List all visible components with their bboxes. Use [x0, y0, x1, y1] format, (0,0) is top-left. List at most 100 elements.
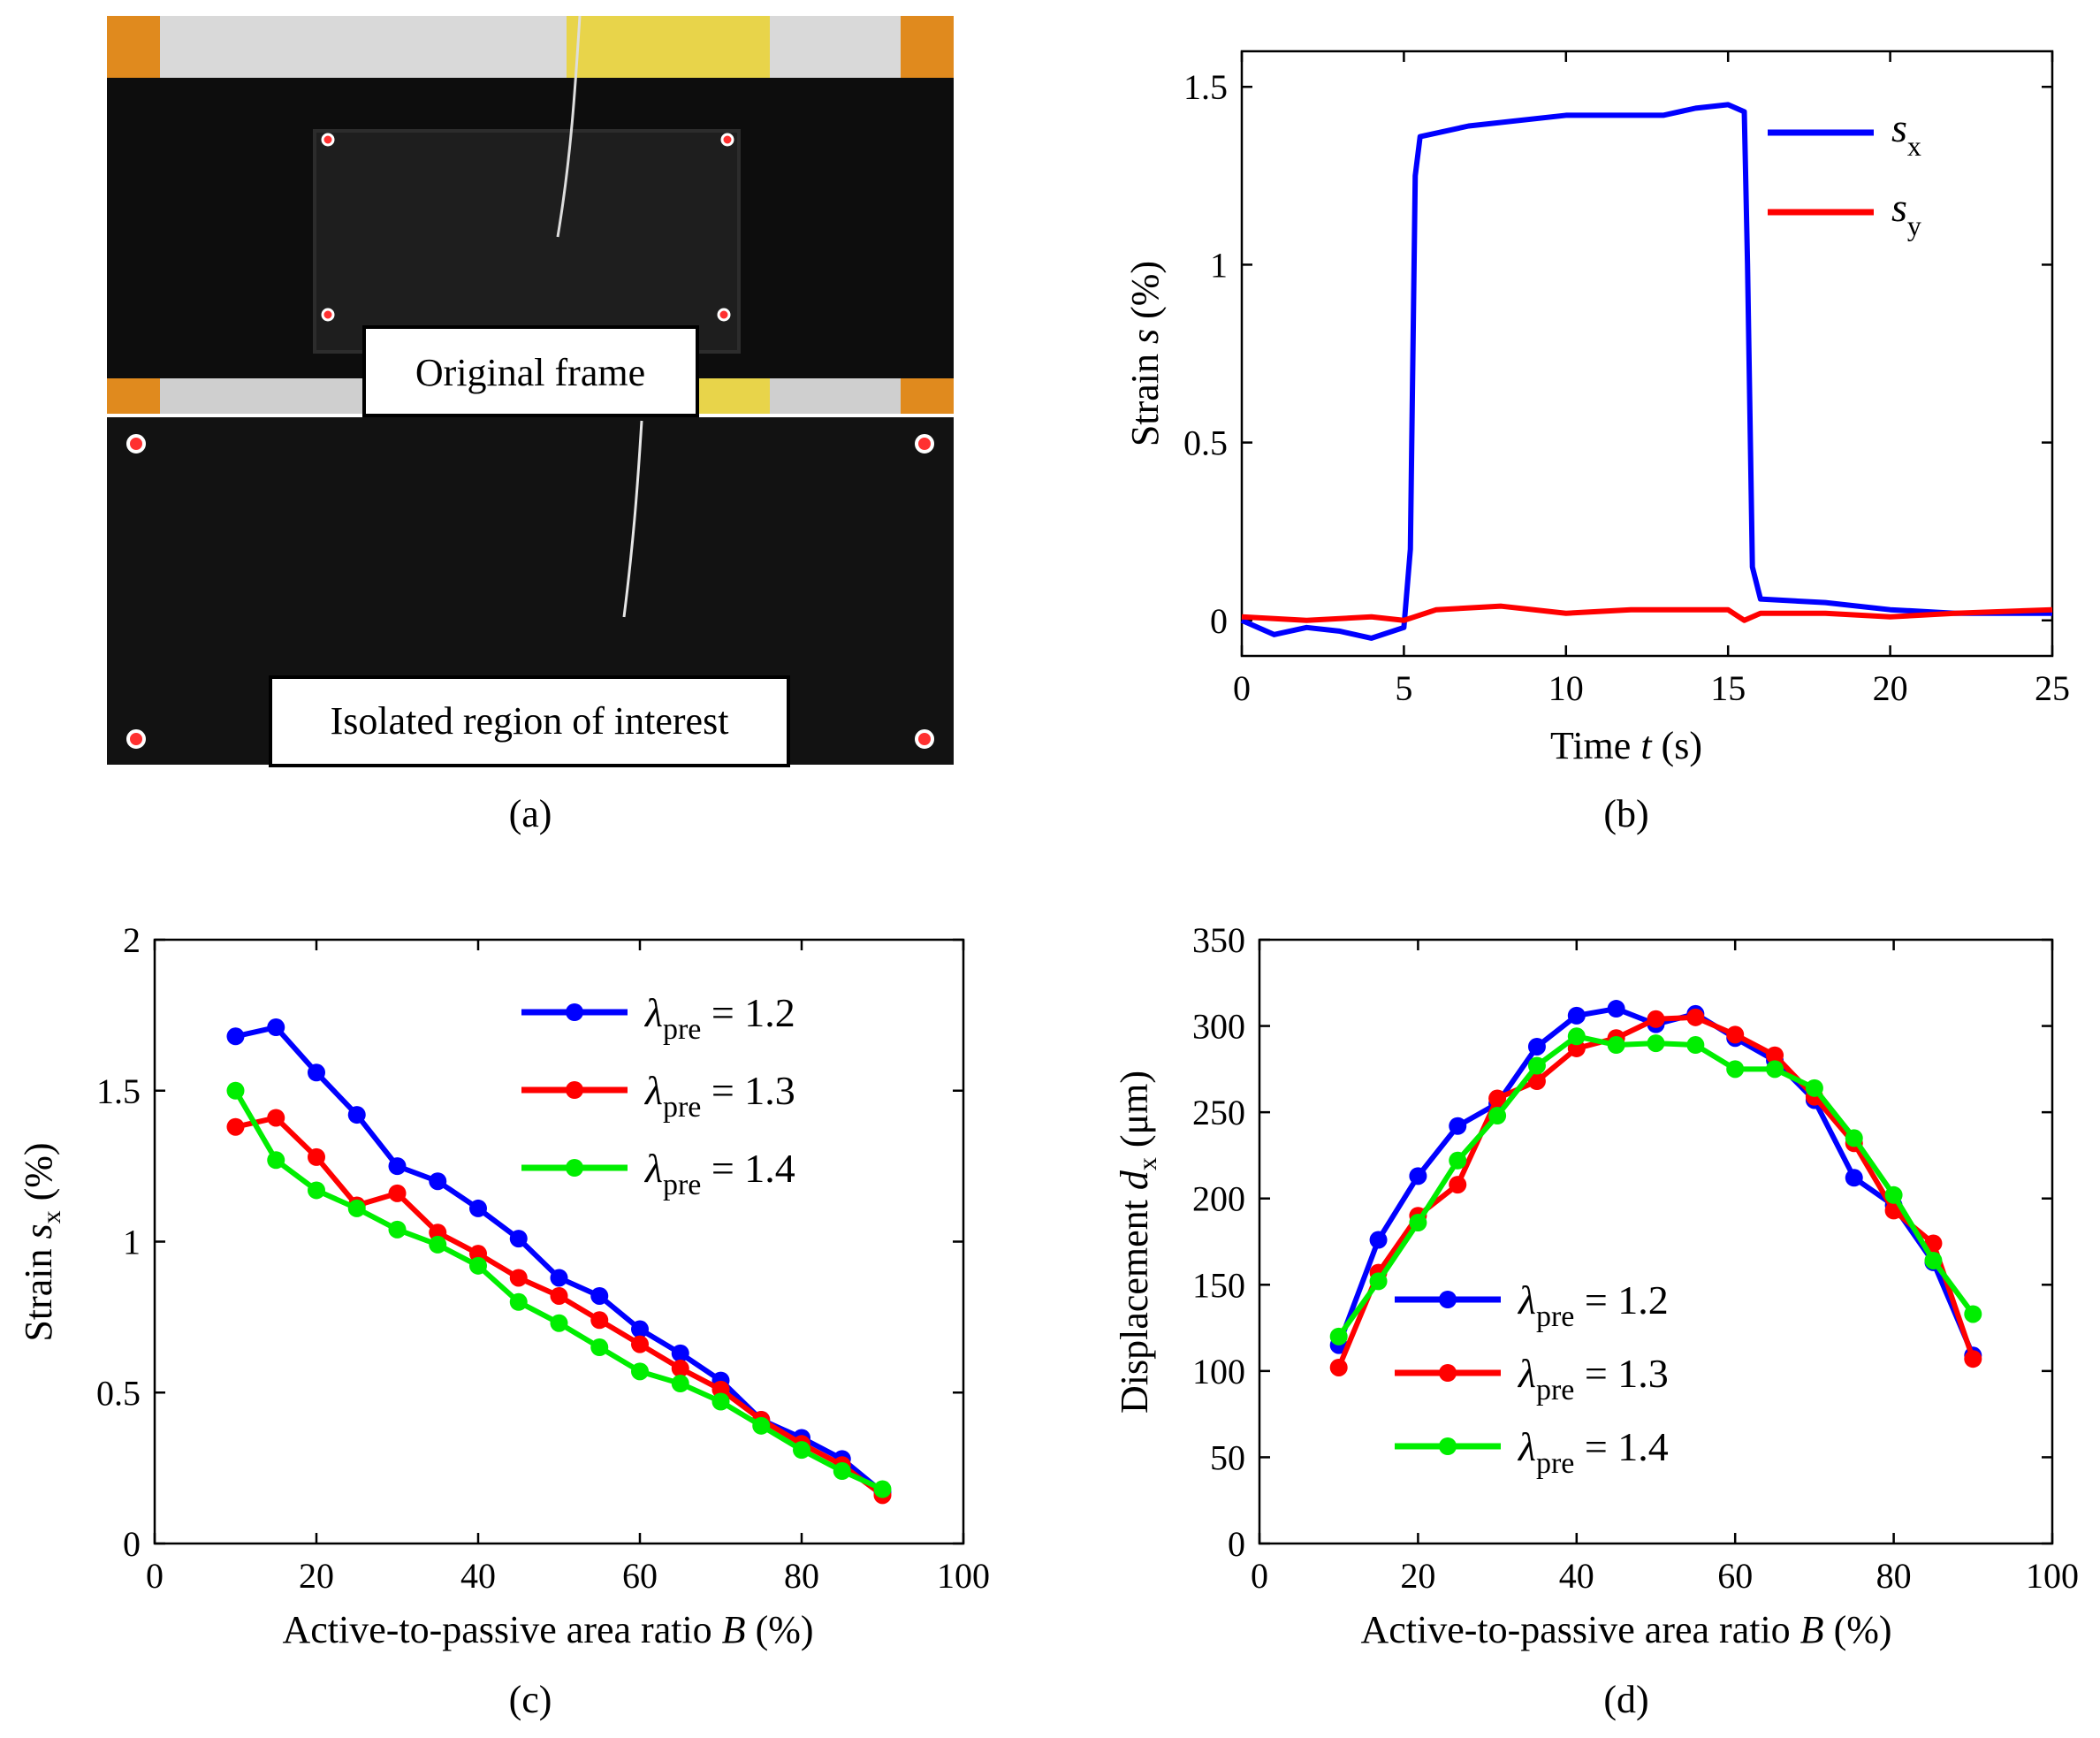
- x-tick-label: 60: [1717, 1556, 1753, 1596]
- data-point: [509, 1292, 528, 1311]
- caption-isolated-region: Isolated region of interest: [331, 699, 729, 743]
- y-tick-label: 350: [1192, 920, 1245, 960]
- legend-label-3: λpre = 1.4: [643, 1146, 795, 1201]
- plot-area-d: 0 20 40 60 80 100 0 50 100 150 200 250 300 350 λpre = …: [1192, 920, 2079, 1596]
- chart-strain-vs-time: 0 5 10 15 20 25 0 0.5 1 1.5 sx sy Time t (s) Strain…: [1123, 50, 2070, 767]
- data-point: [308, 1147, 325, 1166]
- plot-area-c: 0 20 40 60 80 100 0 0.5 1 1.5 2 λpre = 1.2 λpre = 1.…: [96, 920, 990, 1596]
- data-point: [1369, 1272, 1388, 1291]
- legend-label-2: sy: [1891, 185, 1921, 241]
- data-point: [388, 1157, 407, 1176]
- data-point: [388, 1184, 407, 1202]
- data-point: [226, 1027, 245, 1046]
- x-tick-label: 20: [1873, 668, 1908, 708]
- data-point: [267, 1109, 285, 1127]
- x-tick-label: 25: [2035, 668, 2070, 708]
- legend-label-1: λpre = 1.2: [1517, 1277, 1669, 1333]
- data-point: [590, 1311, 609, 1330]
- data-point: [711, 1392, 730, 1411]
- x-tick-label: 100: [2026, 1556, 2079, 1596]
- panel-label-c: (c): [509, 1678, 552, 1721]
- data-point: [1924, 1251, 1943, 1269]
- y-tick-label: 0: [1210, 601, 1228, 641]
- data-point: [1488, 1089, 1507, 1108]
- data-point: [1369, 1231, 1388, 1249]
- data-point: [550, 1314, 568, 1332]
- data-point: [1527, 1037, 1546, 1056]
- data-point: [873, 1480, 892, 1498]
- data-point: [1329, 1358, 1348, 1376]
- data-point: [1845, 1129, 1863, 1147]
- legend-marker-1: [1439, 1291, 1457, 1308]
- caption-box-isolated-region: Isolated region of interest: [269, 675, 790, 767]
- legend-label-3: λpre = 1.4: [1517, 1424, 1669, 1480]
- y-tick-label: 1: [123, 1223, 141, 1262]
- data-point: [1607, 1000, 1625, 1018]
- data-point: [308, 1181, 325, 1200]
- x-axis-label-c: Active-to-passive area ratio B (%): [282, 1608, 813, 1651]
- legend-marker-2: [566, 1081, 583, 1099]
- data-point: [1845, 1169, 1863, 1187]
- data-point: [1449, 1176, 1467, 1194]
- y-tick-label: 0: [1228, 1524, 1245, 1564]
- y-tick-label: 250: [1192, 1093, 1245, 1132]
- chart-strain-vs-area-ratio: 0 20 40 60 80 100 0 0.5 1 1.5 2 λpre = 1.2 λpre = 1.…: [17, 920, 990, 1651]
- data-point: [1686, 1036, 1705, 1055]
- data-point: [1924, 1234, 1943, 1253]
- data-point: [631, 1362, 649, 1381]
- data-point: [509, 1269, 528, 1287]
- data-point: [590, 1338, 609, 1357]
- data-point: [1726, 1060, 1745, 1079]
- y-axis-label-c: Strain sx (%): [17, 1142, 66, 1341]
- x-tick-label: 0: [1251, 1556, 1268, 1596]
- caption-box-original-frame: Original frame: [362, 325, 699, 417]
- plot-area-b: 0 5 10 15 20 25 0 0.5 1 1.5 sx sy: [1183, 50, 2070, 708]
- legend-label-2: λpre = 1.3: [643, 1068, 795, 1124]
- x-tick-label: 80: [784, 1556, 819, 1596]
- data-point: [1527, 1072, 1546, 1091]
- data-point: [1567, 1006, 1586, 1025]
- data-point: [833, 1462, 851, 1481]
- x-tick-label: 5: [1395, 668, 1412, 708]
- series-line-1: [1240, 102, 2052, 641]
- data-point: [631, 1335, 649, 1353]
- data-point: [1409, 1214, 1427, 1232]
- y-tick-label: 150: [1192, 1265, 1245, 1305]
- data-point: [226, 1081, 245, 1100]
- axes-box: [1240, 50, 2054, 658]
- y-axis-label-b: Strain s (%): [1123, 261, 1167, 446]
- data-point: [267, 1151, 285, 1170]
- x-tick-label: 20: [1400, 1556, 1435, 1596]
- data-point: [671, 1375, 689, 1393]
- legend-marker-3: [566, 1159, 583, 1177]
- data-point: [1805, 1079, 1823, 1097]
- data-point: [429, 1172, 447, 1191]
- chart-displacement-vs-area-ratio: 0 20 40 60 80 100 0 50 100 150 200 250 300 350 λpre = …: [1113, 920, 2079, 1651]
- data-point: [509, 1230, 528, 1248]
- data-point: [1409, 1167, 1427, 1185]
- data-point: [1726, 1025, 1745, 1044]
- x-tick-label: 40: [460, 1556, 496, 1596]
- data-point: [1567, 1027, 1586, 1046]
- data-point: [1766, 1060, 1784, 1079]
- y-tick-label: 1: [1210, 245, 1228, 285]
- data-point: [1329, 1327, 1348, 1345]
- data-point: [388, 1220, 407, 1239]
- data-point: [347, 1106, 366, 1124]
- series-line-2: [1241, 603, 2053, 623]
- y-tick-label: 2: [123, 920, 141, 960]
- y-tick-label: 300: [1192, 1007, 1245, 1047]
- data-point: [1884, 1185, 1903, 1204]
- x-tick-label: 0: [146, 1556, 164, 1596]
- data-point: [752, 1416, 771, 1435]
- y-tick-label: 0.5: [1183, 423, 1228, 463]
- x-tick-label: 40: [1559, 1556, 1594, 1596]
- y-tick-label: 0.5: [96, 1373, 141, 1413]
- panel-label-a: (a): [509, 792, 552, 835]
- data-point: [1964, 1350, 1982, 1368]
- x-tick-label: 15: [1710, 668, 1746, 708]
- panel-label-b: (b): [1603, 792, 1648, 835]
- data-point: [550, 1269, 568, 1287]
- data-point: [1488, 1107, 1507, 1125]
- legend-label-2: λpre = 1.3: [1517, 1351, 1669, 1406]
